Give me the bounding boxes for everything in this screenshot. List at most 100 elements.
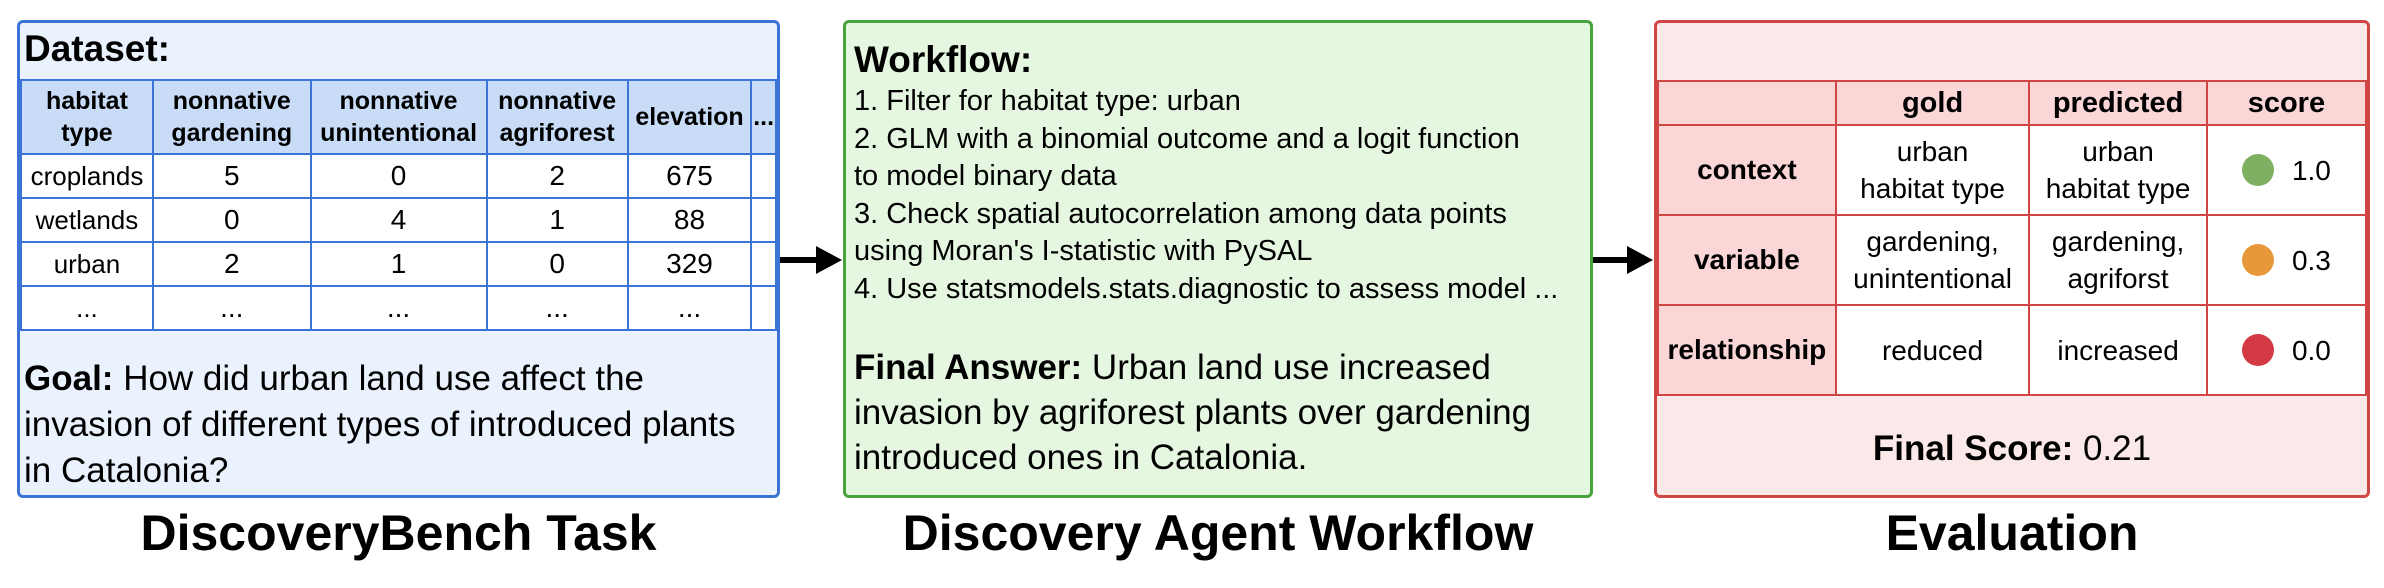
column-header-line: gardening	[171, 119, 293, 147]
workflow-steps: 1. Filter for habitat type: urban 2. GLM …	[854, 83, 1558, 308]
arrow-right-icon	[1593, 246, 1653, 274]
evaluation-row-label: relationship	[1657, 304, 1837, 396]
workflow-caption: Discovery Agent Workflow	[902, 505, 1534, 561]
dataset-cell: wetlands	[20, 197, 154, 243]
dataset-cell	[750, 285, 777, 331]
dataset-cell: ...	[20, 285, 154, 331]
dataset-cell: 0	[309, 153, 488, 199]
dataset-cell: ...	[485, 285, 629, 331]
dataset-cell: ...	[626, 285, 753, 331]
dataset-cell: urban	[20, 241, 154, 287]
workflow-step-line: 3. Check spatial autocorrelation among d…	[854, 197, 1507, 230]
score-value-wrap: 0.0	[2208, 332, 2365, 369]
dataset-cell: 0	[151, 197, 312, 243]
task-caption: DiscoveryBench Task	[140, 505, 657, 561]
workflow-step-line: 2. GLM with a binomial outcome and a log…	[854, 122, 1520, 155]
dataset-cell: 1	[309, 241, 488, 287]
evaluation-table: gold predicted score context urban habitat t…	[1657, 80, 2368, 396]
arrow-right-icon	[780, 246, 842, 274]
score-value: 1.0	[2291, 154, 2331, 186]
goal-text: How did urban land use affect the invasi…	[24, 359, 736, 490]
dataset-cell	[750, 241, 777, 287]
final-answer-block: Final Answer: Urban land use increased i…	[854, 345, 1582, 480]
final-score: Final Score: 0.21	[1657, 429, 2367, 469]
predicted-line: gardening,	[2051, 226, 2185, 257]
score-cell: 0.0	[2205, 304, 2368, 396]
column-header-line: elevation	[635, 103, 744, 131]
column-header-line: agriforest	[499, 119, 615, 147]
gold-cell: urban habitat type	[1834, 124, 2031, 216]
predicted-line: habitat type	[2045, 173, 2191, 204]
dataset-row: urban 2 1 0 329	[20, 241, 777, 287]
evaluation-row: relationship reduced increased 0.0	[1657, 304, 2368, 396]
evaluation-row: variable gardening, unintentional gardening…	[1657, 214, 2368, 306]
dataset-cell: croplands	[20, 153, 154, 199]
workflow-panel: Workflow: 1. Filter for habitat type: ur…	[843, 20, 1593, 498]
score-dot-icon	[2241, 334, 2274, 366]
evaluation-corner-cell	[1657, 80, 1837, 126]
final-score-value: 0.21	[2082, 429, 2152, 468]
evaluation-column-header: predicted	[2028, 80, 2208, 126]
column-header-line: type	[61, 119, 113, 147]
gold-line: habitat type	[1860, 173, 2005, 204]
dataset-cell: 4	[309, 197, 488, 243]
score-dot-icon	[2241, 154, 2274, 186]
gold-line: gardening,	[1866, 226, 1999, 257]
goal-text-block: Goal: How did urban land use affect the …	[24, 356, 772, 494]
column-header-line: nonnative	[172, 87, 291, 115]
column-header-line: nonnative	[498, 87, 617, 115]
score-value-wrap: 1.0	[2208, 152, 2365, 189]
workflow-step-line: to model binary data	[854, 160, 1117, 192]
gold-line: reduced	[1881, 334, 1984, 366]
column-header-line: unintentional	[320, 119, 478, 147]
dataset-column-header: habitat type	[20, 79, 154, 155]
dataset-heading: Dataset:	[24, 28, 170, 69]
score-value: 0.3	[2291, 244, 2331, 276]
predicted-line: increased	[2057, 334, 2179, 366]
dataset-column-header: nonnative gardening	[151, 79, 312, 155]
evaluation-panel: gold predicted score context urban habitat t…	[1654, 20, 2370, 498]
predicted-cell: gardening, agriforst	[2028, 214, 2208, 306]
dataset-cell: 675	[626, 153, 753, 199]
dataset-cell: 1	[485, 197, 629, 243]
dataset-column-header: ...	[750, 79, 777, 155]
predicted-line: agriforst	[2067, 263, 2169, 294]
dataset-cell: 2	[485, 153, 629, 199]
evaluation-header-row: gold predicted score	[1657, 80, 2368, 126]
workflow-step-line: using Moran's I-statistic with PySAL	[854, 235, 1313, 267]
final-answer-text: Urban land use increased invasion by agr…	[854, 348, 1532, 477]
dataset-column-header: nonnative agriforest	[485, 79, 629, 155]
dataset-header-row: habitat type nonnative gardening nonnative un…	[20, 79, 777, 155]
dataset-cell	[750, 153, 777, 199]
dataset-cell: 0	[485, 241, 629, 287]
dataset-row: ...............	[20, 285, 777, 331]
dataset-row: croplands 5 0 2 675	[20, 153, 777, 199]
score-cell: 0.3	[2205, 214, 2368, 306]
score-cell: 1.0	[2205, 124, 2368, 216]
dataset-body: croplands 5 0 2 675 wetlands 0 4 1 88 urban 2 1 0 329.…	[20, 153, 777, 331]
final-answer-label: Final Answer:	[854, 348, 1083, 387]
column-header-line: ...	[753, 103, 775, 131]
evaluation-column-header: gold	[1834, 80, 2031, 126]
score-value: 0.0	[2291, 334, 2331, 366]
score-dot-icon	[2241, 244, 2274, 276]
dataset-cell: 88	[626, 197, 753, 243]
evaluation-row-label: variable	[1657, 214, 1837, 306]
dataset-cell: ...	[151, 285, 312, 331]
gold-cell: reduced	[1834, 304, 2031, 396]
task-panel: Dataset: habitat type nonnative gardening no…	[17, 20, 780, 498]
workflow-step-line: 1. Filter for habitat type: urban	[854, 85, 1241, 117]
gold-cell: gardening, unintentional	[1834, 214, 2031, 306]
dataset-table: habitat type nonnative gardening nonnative un…	[20, 79, 777, 331]
evaluation-row: context urban habitat type urban habitat typ…	[1657, 124, 2368, 216]
evaluation-caption: Evaluation	[1885, 505, 2139, 561]
goal-label: Goal:	[24, 359, 114, 398]
workflow-step-line: 4. Use statsmodels.stats.diagnostic to a…	[854, 272, 1559, 305]
gold-line: urban	[1896, 136, 1969, 167]
dataset-cell: 329	[626, 241, 753, 287]
evaluation-column-header: score	[2205, 80, 2368, 126]
dataset-column-header: elevation	[626, 79, 753, 155]
dataset-row: wetlands 0 4 1 88	[20, 197, 777, 243]
dataset-column-header: nonnative unintentional	[309, 79, 488, 155]
predicted-line: urban	[2082, 136, 2154, 167]
